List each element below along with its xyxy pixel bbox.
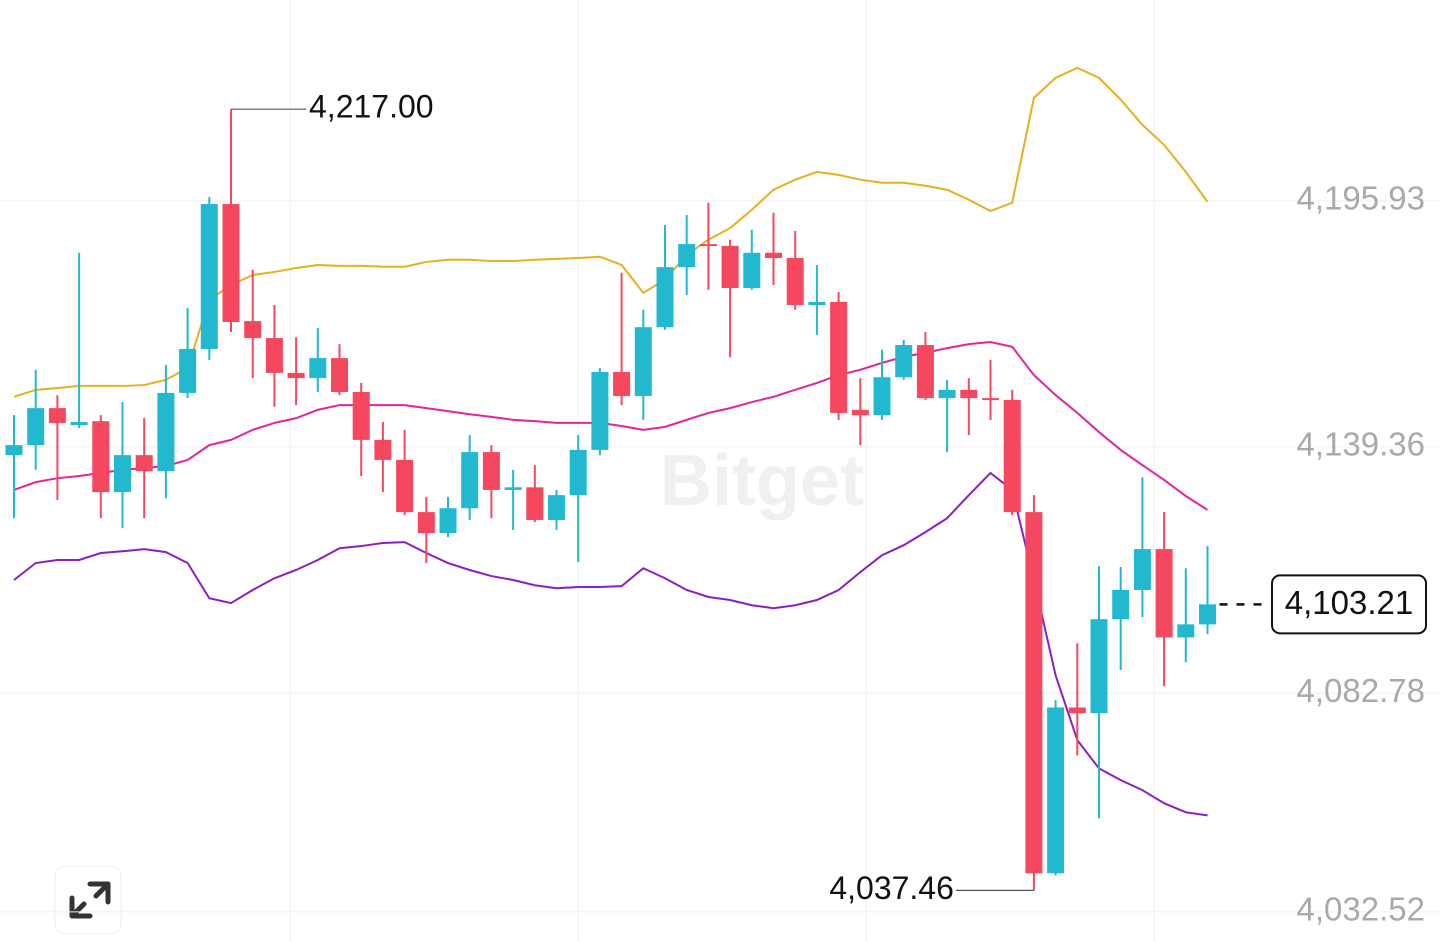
candle-body (1133, 549, 1151, 591)
watermark: Bitget (660, 441, 864, 521)
candle-body (721, 245, 739, 289)
candle-body (678, 244, 696, 268)
candle-body (92, 421, 110, 493)
candle-body (200, 204, 218, 349)
candle-body (591, 372, 609, 450)
candle-body (27, 408, 45, 446)
candle-body (1177, 624, 1195, 638)
candle-body (135, 455, 153, 472)
candle-body (374, 439, 392, 460)
candle-body (396, 459, 414, 513)
candle-body (916, 345, 934, 399)
y-tick-label: 4,195.93 (1297, 180, 1425, 217)
candle-body (808, 301, 826, 306)
candle-body (526, 487, 544, 520)
candle-body (960, 389, 978, 399)
candle-body (157, 392, 175, 472)
candle-body (461, 452, 479, 509)
candle-body (830, 301, 848, 413)
candle-body (1047, 707, 1065, 874)
candle-body (439, 508, 457, 534)
candle-body (504, 487, 522, 490)
band-line (13, 66, 1209, 398)
candle-body (179, 348, 197, 393)
candle-body (331, 358, 348, 393)
expand-button-frame[interactable] (54, 865, 122, 935)
candle-body (417, 512, 435, 534)
last-price-label: 4,103.21 (1285, 584, 1413, 621)
last-price-box (1271, 574, 1427, 635)
candle-body (765, 252, 782, 259)
candle-body (1068, 707, 1086, 714)
candle-body (873, 377, 891, 416)
candle-body (1025, 512, 1043, 874)
vertical-grid (289, 0, 1155, 942)
candle-body (1155, 549, 1173, 638)
annotation-label: 4,217.00 (309, 89, 434, 125)
candle-body (699, 244, 717, 247)
candle-body (1090, 619, 1108, 714)
candle-body (656, 267, 674, 328)
candle-body (743, 252, 761, 289)
candle-body (895, 345, 913, 378)
candle-body (1199, 604, 1216, 625)
candle-body (1112, 590, 1130, 620)
annotation-label: 4,037.46 (829, 870, 954, 906)
band-line (13, 340, 1209, 511)
candle-body (309, 358, 327, 379)
candle-body (1003, 399, 1021, 513)
y-tick-label: 4,139.36 (1297, 426, 1425, 463)
candle-body (786, 258, 804, 306)
candle-body (613, 372, 631, 396)
candle-body (70, 422, 88, 426)
candle-body (938, 389, 956, 399)
candle-body (982, 398, 999, 401)
candle-body (287, 372, 305, 379)
candle-body (548, 495, 565, 520)
candle-body (265, 338, 283, 373)
candle-body (114, 455, 131, 493)
candle-body (244, 321, 262, 339)
expand-icon[interactable] (69, 881, 111, 919)
candle-body (569, 449, 587, 496)
candle-body (222, 204, 240, 322)
candle-body (5, 445, 23, 456)
candle-body (634, 327, 652, 396)
candle-body (482, 452, 500, 490)
expand-button[interactable] (54, 865, 122, 935)
y-tick-label: 4,082.78 (1297, 672, 1425, 709)
y-tick-label: 4,032.52 (1297, 891, 1425, 928)
candle-body (48, 408, 66, 423)
candle-body (851, 409, 869, 416)
candle-body (352, 392, 370, 440)
